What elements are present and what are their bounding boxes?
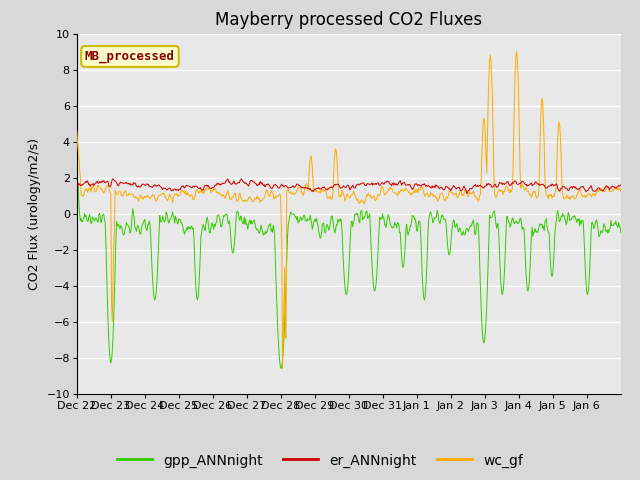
Legend: gpp_ANNnight, er_ANNnight, wc_gf: gpp_ANNnight, er_ANNnight, wc_gf — [111, 448, 529, 473]
Y-axis label: CO2 Flux (urology/m2/s): CO2 Flux (urology/m2/s) — [28, 138, 41, 289]
Title: Mayberry processed CO2 Fluxes: Mayberry processed CO2 Fluxes — [215, 11, 483, 29]
Text: MB_processed: MB_processed — [85, 50, 175, 63]
